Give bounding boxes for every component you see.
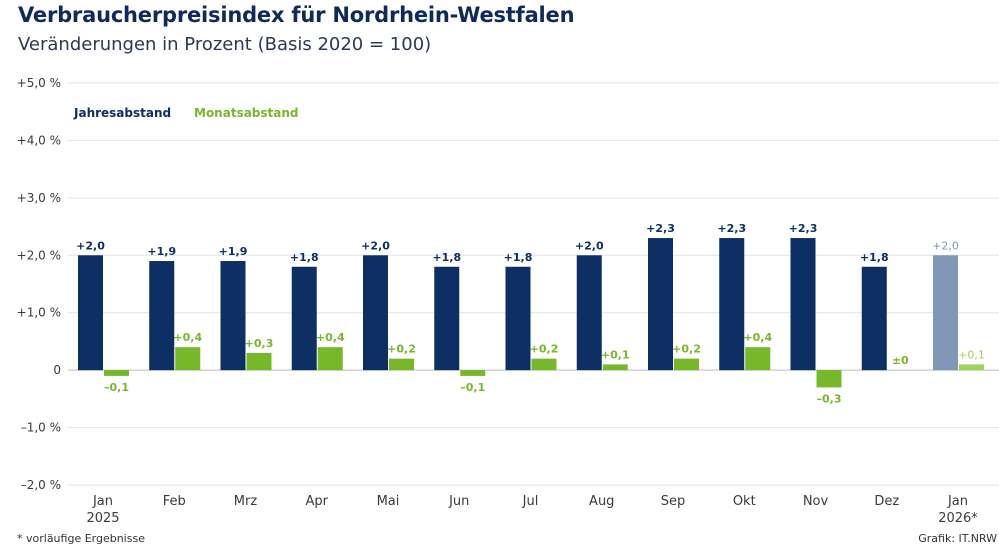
x-tick-sublabel: 2026* bbox=[938, 511, 978, 526]
bar-monatsabstand bbox=[104, 370, 129, 376]
x-axis-ticks: Jan 2025 Feb Mrz Apr Mai Jun Jul Aug Sep Okt Nov Dez… bbox=[86, 494, 978, 526]
bar-monatsabstand bbox=[317, 347, 343, 371]
bar-jahresabstand bbox=[861, 266, 887, 371]
data-label-monatsabstand: –0,1 bbox=[104, 381, 129, 394]
bar-jahresabstand bbox=[78, 255, 103, 371]
y-tick-label: +4,0 % bbox=[17, 133, 61, 147]
data-label-monatsabstand: +0,2 bbox=[672, 343, 701, 356]
data-label-monatsabstand: +0,4 bbox=[316, 331, 345, 344]
bar-jahresabstand bbox=[719, 238, 745, 371]
data-label-jahresabstand: +1,8 bbox=[504, 251, 533, 264]
bar-monatsabstand bbox=[389, 358, 414, 371]
bar-monatsabstand bbox=[246, 352, 272, 371]
bar-monatsabstand bbox=[745, 347, 771, 371]
data-label-jahresabstand: +2,0 bbox=[932, 239, 959, 252]
y-tick-label: –1,0 % bbox=[21, 421, 61, 435]
x-tick-label: Dez bbox=[874, 494, 899, 509]
data-label-jahresabstand: +2,0 bbox=[76, 239, 105, 252]
x-tick-sublabel: 2025 bbox=[86, 511, 119, 526]
x-tick-label: Aug bbox=[589, 494, 614, 509]
data-label-monatsabstand: +0,1 bbox=[601, 348, 630, 361]
bar-monatsabstand bbox=[531, 358, 557, 371]
data-label-monatsabstand: +0,4 bbox=[173, 331, 202, 344]
data-label-jahresabstand: +2,3 bbox=[646, 222, 675, 235]
x-tick-label: Mai bbox=[377, 494, 400, 509]
bar-monatsabstand bbox=[460, 370, 486, 376]
data-label-jahresabstand: +2,0 bbox=[361, 239, 390, 252]
bar-monatsabstand bbox=[959, 364, 984, 371]
x-tick-label: Jan bbox=[92, 494, 113, 509]
bar-jahresabstand bbox=[149, 261, 175, 371]
data-label-jahresabstand: +1,8 bbox=[290, 251, 319, 264]
y-tick-label: +2,0 % bbox=[17, 248, 61, 262]
y-tick-label: 0 bbox=[53, 363, 61, 377]
chart-title: Verbraucherpreisindex für Nordrhein-West… bbox=[18, 3, 575, 27]
bar-jahresabstand bbox=[363, 255, 388, 371]
data-label-jahresabstand: +2,3 bbox=[789, 222, 818, 235]
y-tick-label: –2,0 % bbox=[21, 478, 61, 492]
y-axis-ticks: +5,0 % +4,0 % +3,0 % +2,0 % +1,0 % 0 –1,0 % –2,… bbox=[17, 76, 61, 492]
legend-monatsabstand: Monatsabstand bbox=[194, 106, 299, 120]
bar-monatsabstand bbox=[674, 358, 699, 371]
data-label-jahresabstand: +1,8 bbox=[860, 251, 889, 264]
bar-jahresabstand bbox=[434, 266, 460, 371]
data-label-jahresabstand: +1,8 bbox=[432, 251, 461, 264]
x-tick-label: Mrz bbox=[234, 494, 258, 509]
data-label-jahresabstand: +2,3 bbox=[717, 222, 746, 235]
source-credit: Grafik: IT.NRW bbox=[918, 532, 997, 545]
data-label-monatsabstand: +0,2 bbox=[530, 343, 559, 356]
data-label-jahresabstand: +1,9 bbox=[147, 245, 176, 258]
data-label-monatsabstand: +0,1 bbox=[958, 348, 985, 361]
data-label-monatsabstand: ±0 bbox=[892, 354, 909, 367]
y-tick-label: +3,0 % bbox=[17, 191, 61, 205]
footnote: * vorläufige Ergebnisse bbox=[17, 532, 145, 545]
x-tick-label: Apr bbox=[306, 494, 329, 509]
x-tick-label: Jul bbox=[522, 494, 539, 509]
bar-jahresabstand bbox=[576, 255, 602, 371]
y-tick-label: +5,0 % bbox=[17, 76, 61, 90]
x-tick-label: Sep bbox=[661, 494, 686, 509]
data-label-monatsabstand: +0,4 bbox=[743, 331, 772, 344]
data-label-monatsabstand: –0,1 bbox=[460, 381, 485, 394]
x-tick-label: Jun bbox=[448, 494, 469, 509]
x-tick-label: Nov bbox=[803, 494, 829, 509]
bar-jahresabstand bbox=[933, 255, 958, 371]
legend-jahresabstand: Jahresabstand bbox=[74, 106, 172, 120]
bar-jahresabstand bbox=[291, 266, 317, 371]
data-label-monatsabstand: –0,3 bbox=[817, 392, 842, 405]
data-label-monatsabstand: +0,2 bbox=[387, 343, 416, 356]
data-labels: +2,0 –0,1 +1,9 +0,4 +1,9 +0,3 +1,8 +0,4 +2,0 +0,2… bbox=[76, 222, 985, 405]
data-label-monatsabstand: +0,3 bbox=[245, 337, 274, 350]
bar-monatsabstand bbox=[175, 347, 201, 371]
bar-jahresabstand bbox=[220, 261, 246, 371]
bar-jahresabstand bbox=[505, 266, 531, 371]
x-tick-label: Jan bbox=[947, 494, 968, 509]
y-tick-label: +1,0 % bbox=[17, 306, 61, 320]
gridlines bbox=[68, 82, 999, 486]
bar-monatsabstand bbox=[816, 370, 842, 388]
bar-monatsabstand bbox=[602, 364, 628, 371]
data-label-jahresabstand: +1,9 bbox=[219, 245, 248, 258]
data-label-jahresabstand: +2,0 bbox=[575, 239, 604, 252]
bars bbox=[78, 238, 984, 388]
x-tick-label: Feb bbox=[163, 494, 186, 509]
chart-subtitle: Veränderungen in Prozent (Basis 2020 = 1… bbox=[18, 34, 432, 55]
x-tick-label: Okt bbox=[733, 494, 756, 509]
bar-jahresabstand bbox=[790, 238, 816, 371]
bar-jahresabstand bbox=[648, 238, 673, 371]
